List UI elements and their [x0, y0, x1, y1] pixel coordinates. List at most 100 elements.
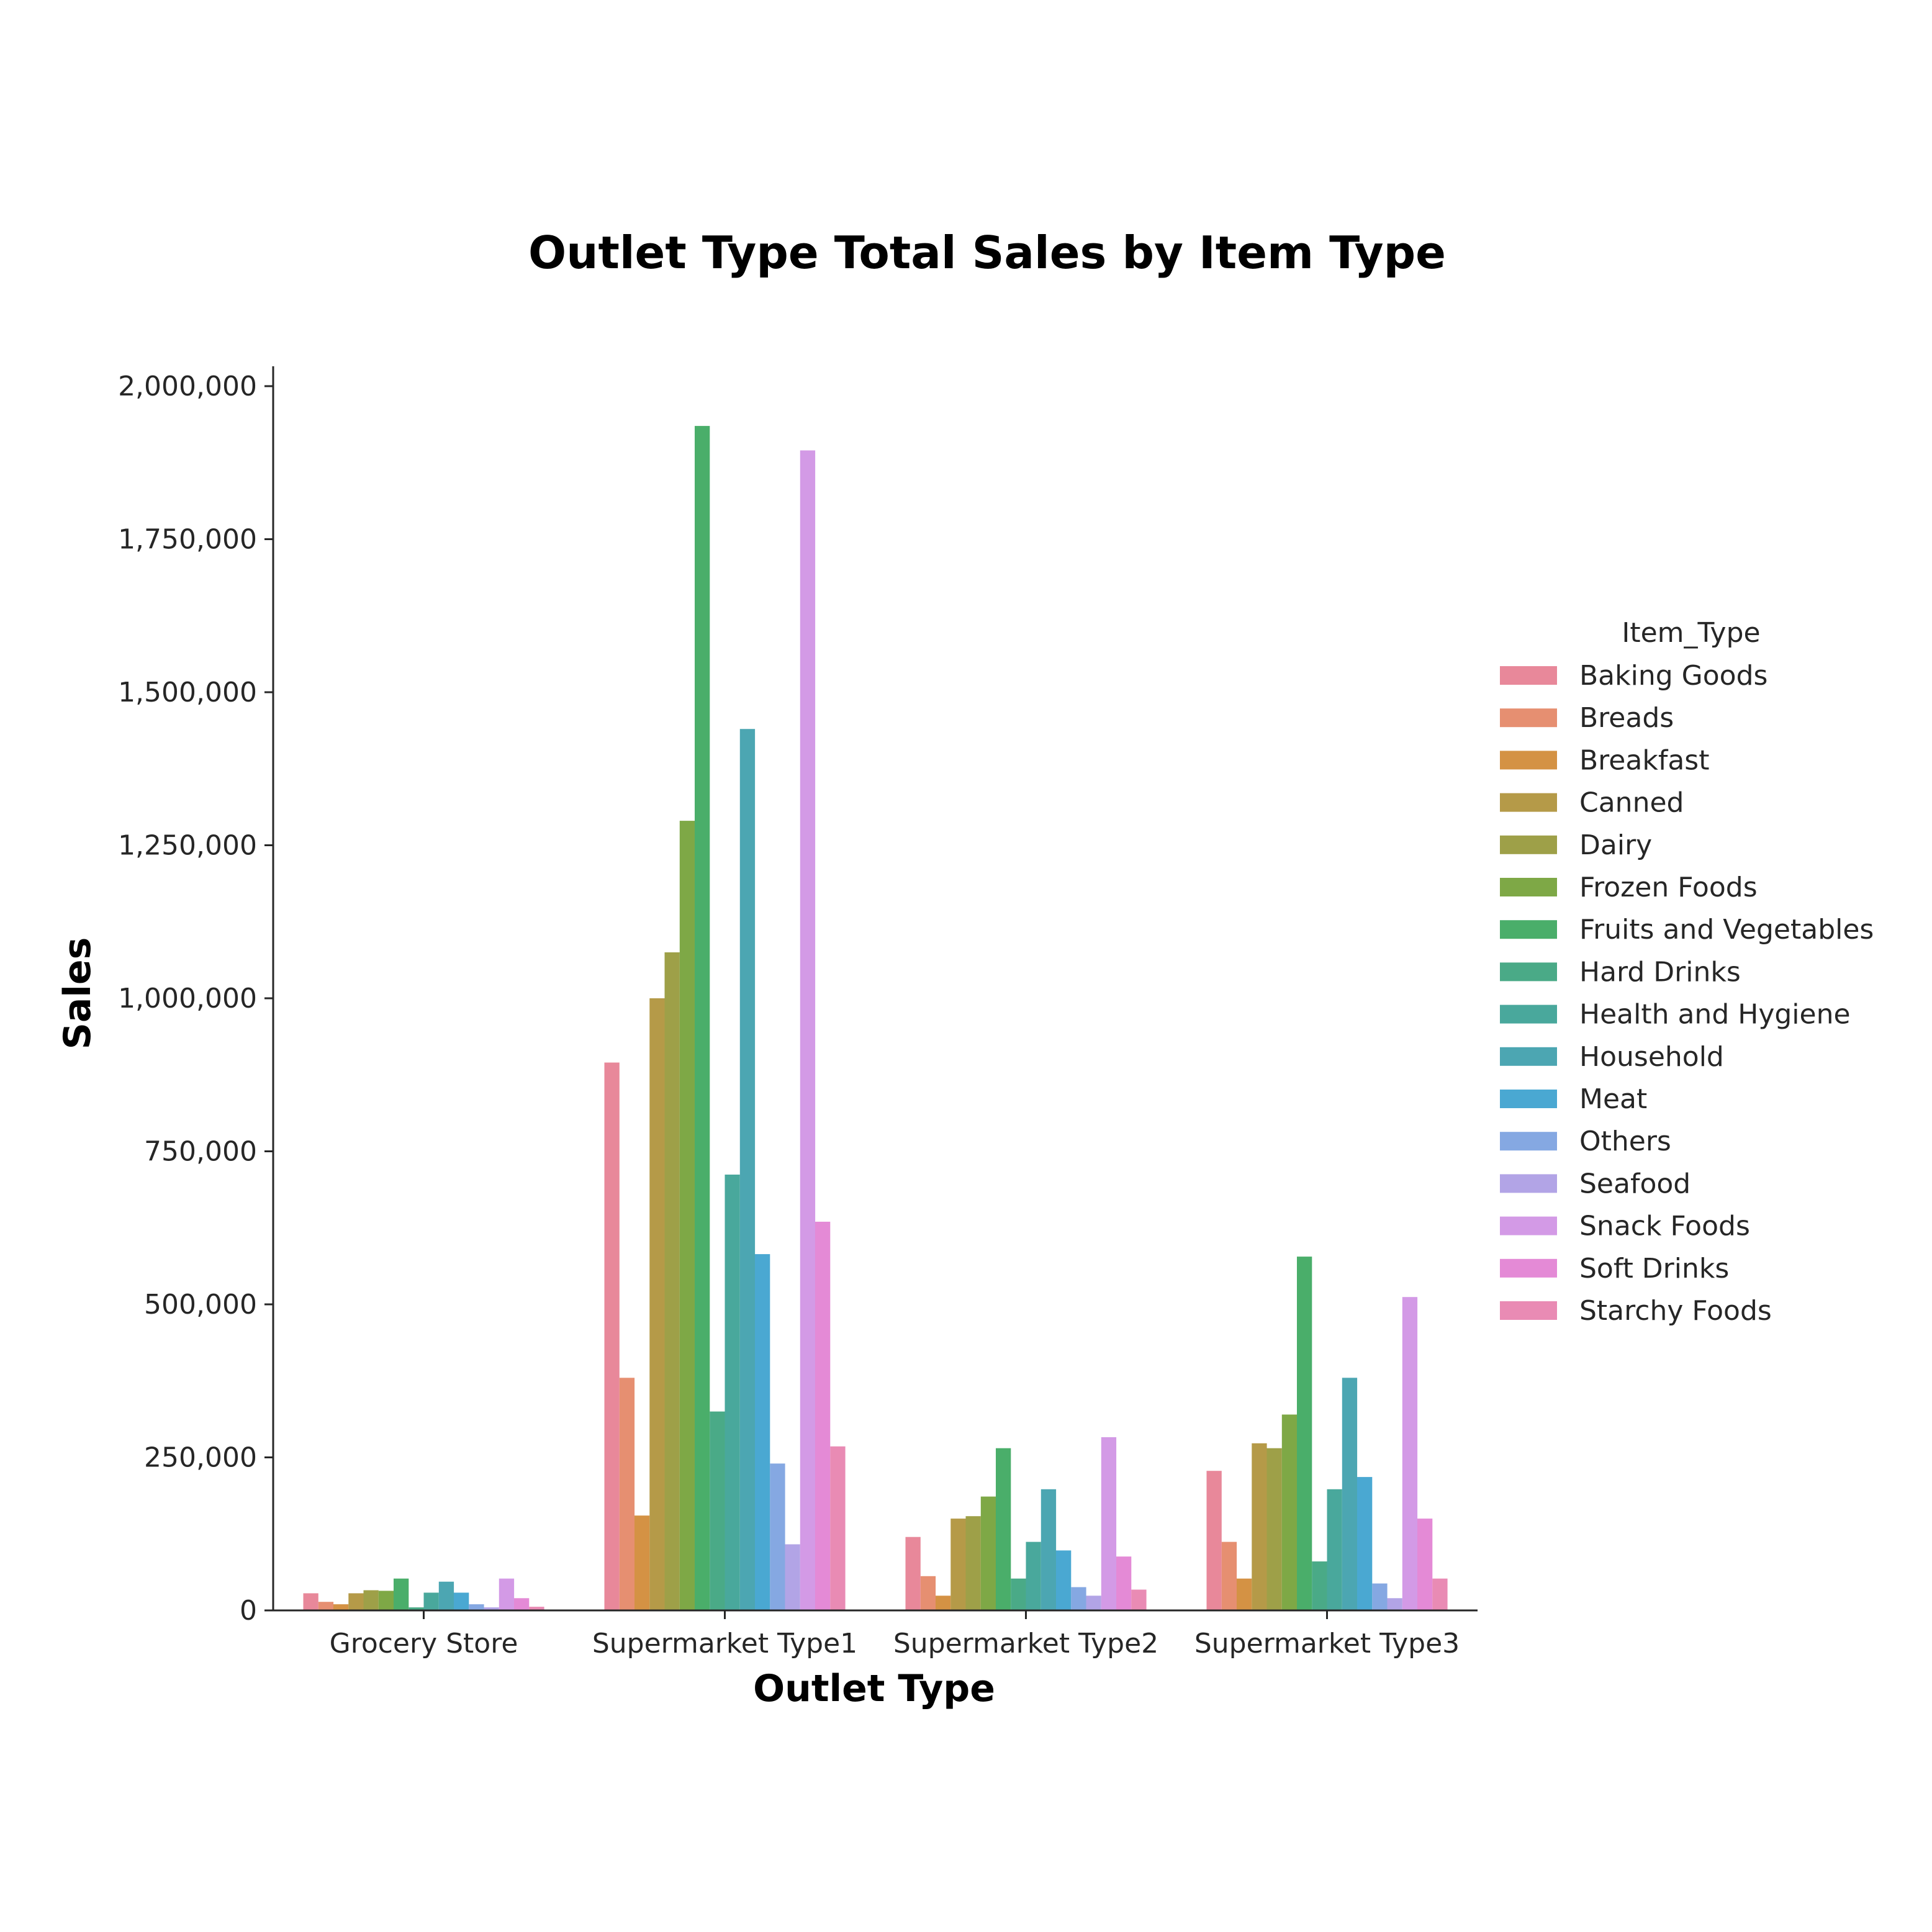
x-tick-label: Supermarket Type2	[893, 1628, 1158, 1659]
bar	[1040, 1489, 1057, 1610]
bar	[529, 1607, 544, 1610]
legend-swatch	[1500, 793, 1557, 812]
bar	[469, 1604, 484, 1610]
legend-swatch	[1500, 962, 1557, 982]
bar	[303, 1593, 318, 1610]
x-tick-label: Supermarket Type1	[592, 1628, 857, 1659]
bar	[770, 1463, 785, 1610]
legend-label: Breads	[1579, 702, 1674, 734]
bar	[1206, 1471, 1222, 1610]
bar	[378, 1591, 394, 1610]
bar	[1281, 1414, 1298, 1610]
bar	[514, 1598, 530, 1610]
bar	[484, 1607, 499, 1610]
bar	[604, 1062, 620, 1610]
bar	[936, 1596, 951, 1610]
legend-label: Seafood	[1579, 1168, 1690, 1199]
bar	[1357, 1477, 1373, 1610]
legend-swatch	[1500, 1132, 1557, 1151]
bar	[454, 1592, 469, 1610]
y-tick-label: 1,750,000	[118, 524, 257, 556]
y-tick-label: 750,000	[144, 1136, 257, 1168]
legend-label: Fruits and Vegetables	[1579, 914, 1874, 946]
bar	[1266, 1448, 1282, 1610]
bar	[679, 821, 695, 1610]
bar	[318, 1602, 334, 1610]
y-tick-label: 250,000	[144, 1442, 257, 1474]
x-axis-title: Outlet Type	[753, 1667, 995, 1710]
bar	[724, 1175, 740, 1610]
y-tick-label: 1,250,000	[118, 830, 257, 862]
legend-label: Hard Drinks	[1579, 956, 1741, 988]
legend-swatch	[1500, 666, 1557, 685]
bar	[499, 1578, 515, 1610]
legend-label: Meat	[1579, 1083, 1647, 1115]
x-tick-label: Supermarket Type3	[1194, 1628, 1460, 1659]
bar	[1252, 1443, 1267, 1610]
bar	[800, 450, 816, 1610]
legend-swatch	[1500, 1090, 1557, 1108]
legend-swatch	[1500, 1301, 1557, 1320]
y-tick-label: 1,500,000	[118, 677, 257, 708]
legend-swatch	[1500, 920, 1557, 939]
bar	[409, 1607, 424, 1610]
y-tick-label: 2,000,000	[118, 371, 257, 402]
bar	[950, 1519, 966, 1610]
bar	[1101, 1437, 1117, 1610]
bar	[394, 1578, 409, 1610]
bar	[1086, 1596, 1101, 1610]
bar	[423, 1592, 439, 1610]
bar	[785, 1544, 800, 1610]
y-tick-label: 1,000,000	[118, 983, 257, 1014]
legend-label: Soft Drinks	[1579, 1253, 1729, 1284]
bar	[1297, 1257, 1312, 1610]
y-axis-title: Sales	[56, 937, 99, 1050]
legend-label: Others	[1579, 1126, 1671, 1157]
legend-label: Snack Foods	[1579, 1211, 1750, 1242]
bar	[695, 426, 710, 1610]
x-tick-label: Grocery Store	[330, 1628, 518, 1659]
legend-label: Dairy	[1579, 829, 1652, 861]
legend-label: Household	[1579, 1041, 1724, 1073]
legend-swatch	[1500, 1258, 1557, 1278]
bar	[634, 1515, 650, 1610]
bar	[1237, 1578, 1252, 1610]
bar	[920, 1576, 936, 1610]
bar	[1312, 1561, 1327, 1610]
bar	[1221, 1542, 1237, 1610]
bar	[348, 1593, 364, 1610]
bar	[619, 1378, 635, 1610]
bar	[1402, 1297, 1418, 1610]
bar	[905, 1537, 921, 1610]
bar	[333, 1604, 349, 1610]
legend-label: Canned	[1579, 787, 1684, 819]
legend-swatch	[1500, 1216, 1557, 1235]
legend-label: Starchy Foods	[1579, 1295, 1772, 1327]
bar	[1056, 1550, 1072, 1610]
legend-label: Baking Goods	[1579, 660, 1767, 692]
bar	[815, 1221, 831, 1610]
bars-layer	[303, 426, 1448, 1610]
bar	[664, 952, 680, 1610]
bar	[1026, 1542, 1041, 1610]
bar	[1342, 1378, 1358, 1610]
legend-swatch	[1500, 835, 1557, 854]
bar	[965, 1516, 981, 1610]
bar	[710, 1411, 725, 1610]
bar	[438, 1581, 454, 1610]
bar	[649, 998, 665, 1610]
bar	[830, 1446, 846, 1610]
bar	[363, 1590, 379, 1610]
legend-label: Breakfast	[1579, 744, 1709, 776]
legend-swatch	[1500, 1047, 1557, 1066]
x-axis: Grocery Store Supermarket Type1 Supermarke…	[273, 1609, 1478, 1659]
bar	[1116, 1556, 1132, 1610]
bar	[739, 729, 756, 1610]
legend-swatch	[1500, 708, 1557, 728]
bar	[1372, 1583, 1388, 1610]
bar	[1131, 1589, 1147, 1610]
bar	[1387, 1598, 1402, 1610]
chart-title: Outlet Type Total Sales by Item Type	[528, 227, 1446, 279]
bar	[996, 1448, 1011, 1610]
